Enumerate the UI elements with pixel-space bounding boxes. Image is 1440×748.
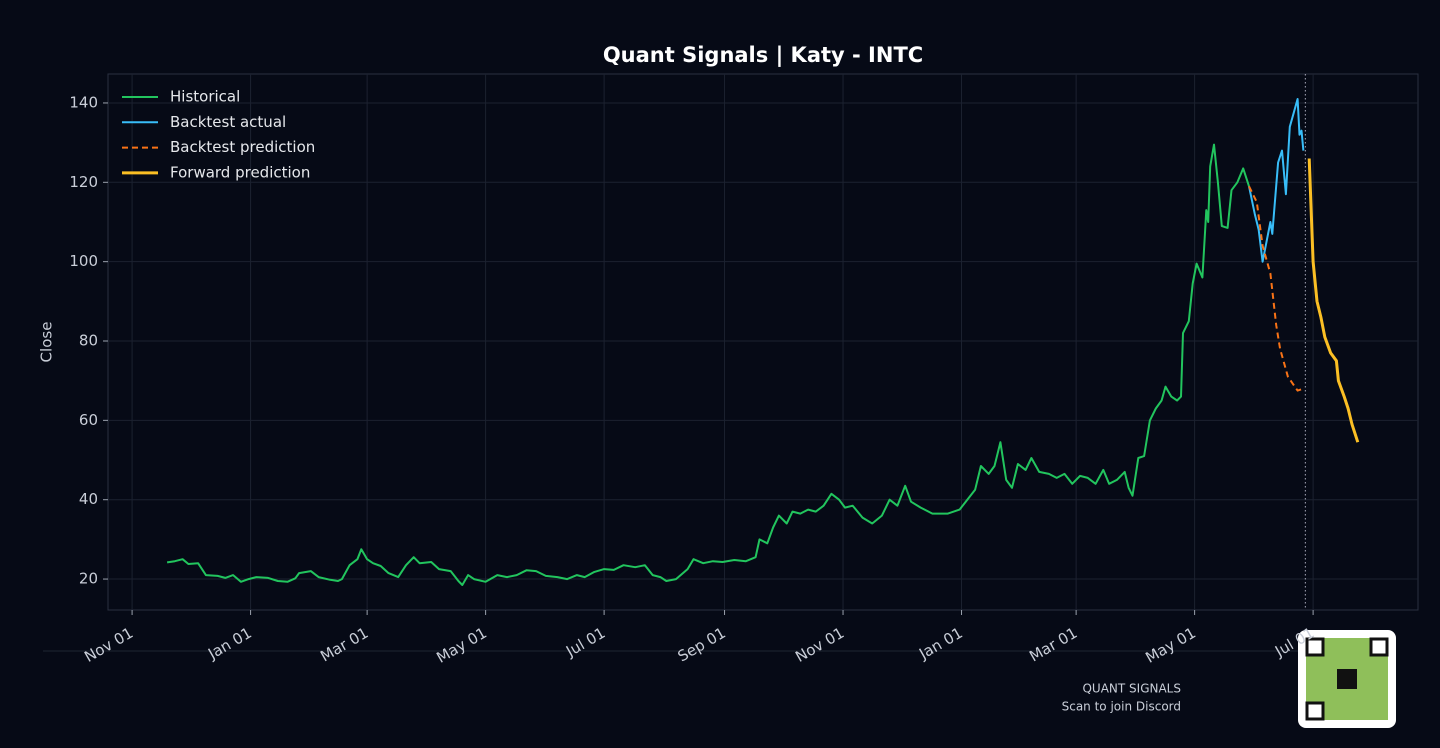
x-tick-label: Mar 01 (1026, 624, 1080, 666)
x-tick-label: Mar 01 (317, 624, 371, 666)
series-line (166, 143, 1250, 586)
y-tick-label: 60 (79, 411, 98, 429)
y-tick-label: 120 (69, 173, 98, 191)
legend-label: Forward prediction (170, 163, 310, 181)
x-tick-label: Nov 01 (792, 624, 847, 666)
y-tick-label: 20 (79, 570, 98, 588)
legend-label: Backtest prediction (170, 138, 315, 156)
footer-cta: Scan to join Discord (1062, 700, 1181, 714)
qr-code (1298, 630, 1396, 728)
x-tick-label: May 01 (1142, 624, 1199, 667)
x-tick-label: Jul 01 (562, 624, 608, 661)
x-tick-label: May 01 (433, 624, 490, 667)
legend-label: Backtest actual (170, 113, 286, 131)
series-line (1307, 158, 1360, 443)
y-axis-label: Close (38, 322, 56, 363)
footer-brand: QUANT SIGNALS (1082, 682, 1181, 696)
y-tick-label: 80 (79, 332, 98, 350)
x-tick-label: Nov 01 (81, 624, 136, 666)
x-tick-label: Sep 01 (675, 624, 729, 666)
series-line (1248, 98, 1305, 263)
y-tick-label: 40 (79, 490, 98, 508)
x-tick-label: Jan 01 (915, 624, 966, 664)
legend-label: Historical (170, 88, 240, 106)
plot-frame (107, 73, 1419, 611)
y-tick-label: 140 (69, 93, 98, 111)
y-tick-label: 100 (69, 252, 98, 270)
series-line (1248, 185, 1304, 392)
x-tick-label: Jan 01 (204, 624, 255, 664)
chart-title: Quant Signals | Katy - INTC (603, 43, 923, 68)
